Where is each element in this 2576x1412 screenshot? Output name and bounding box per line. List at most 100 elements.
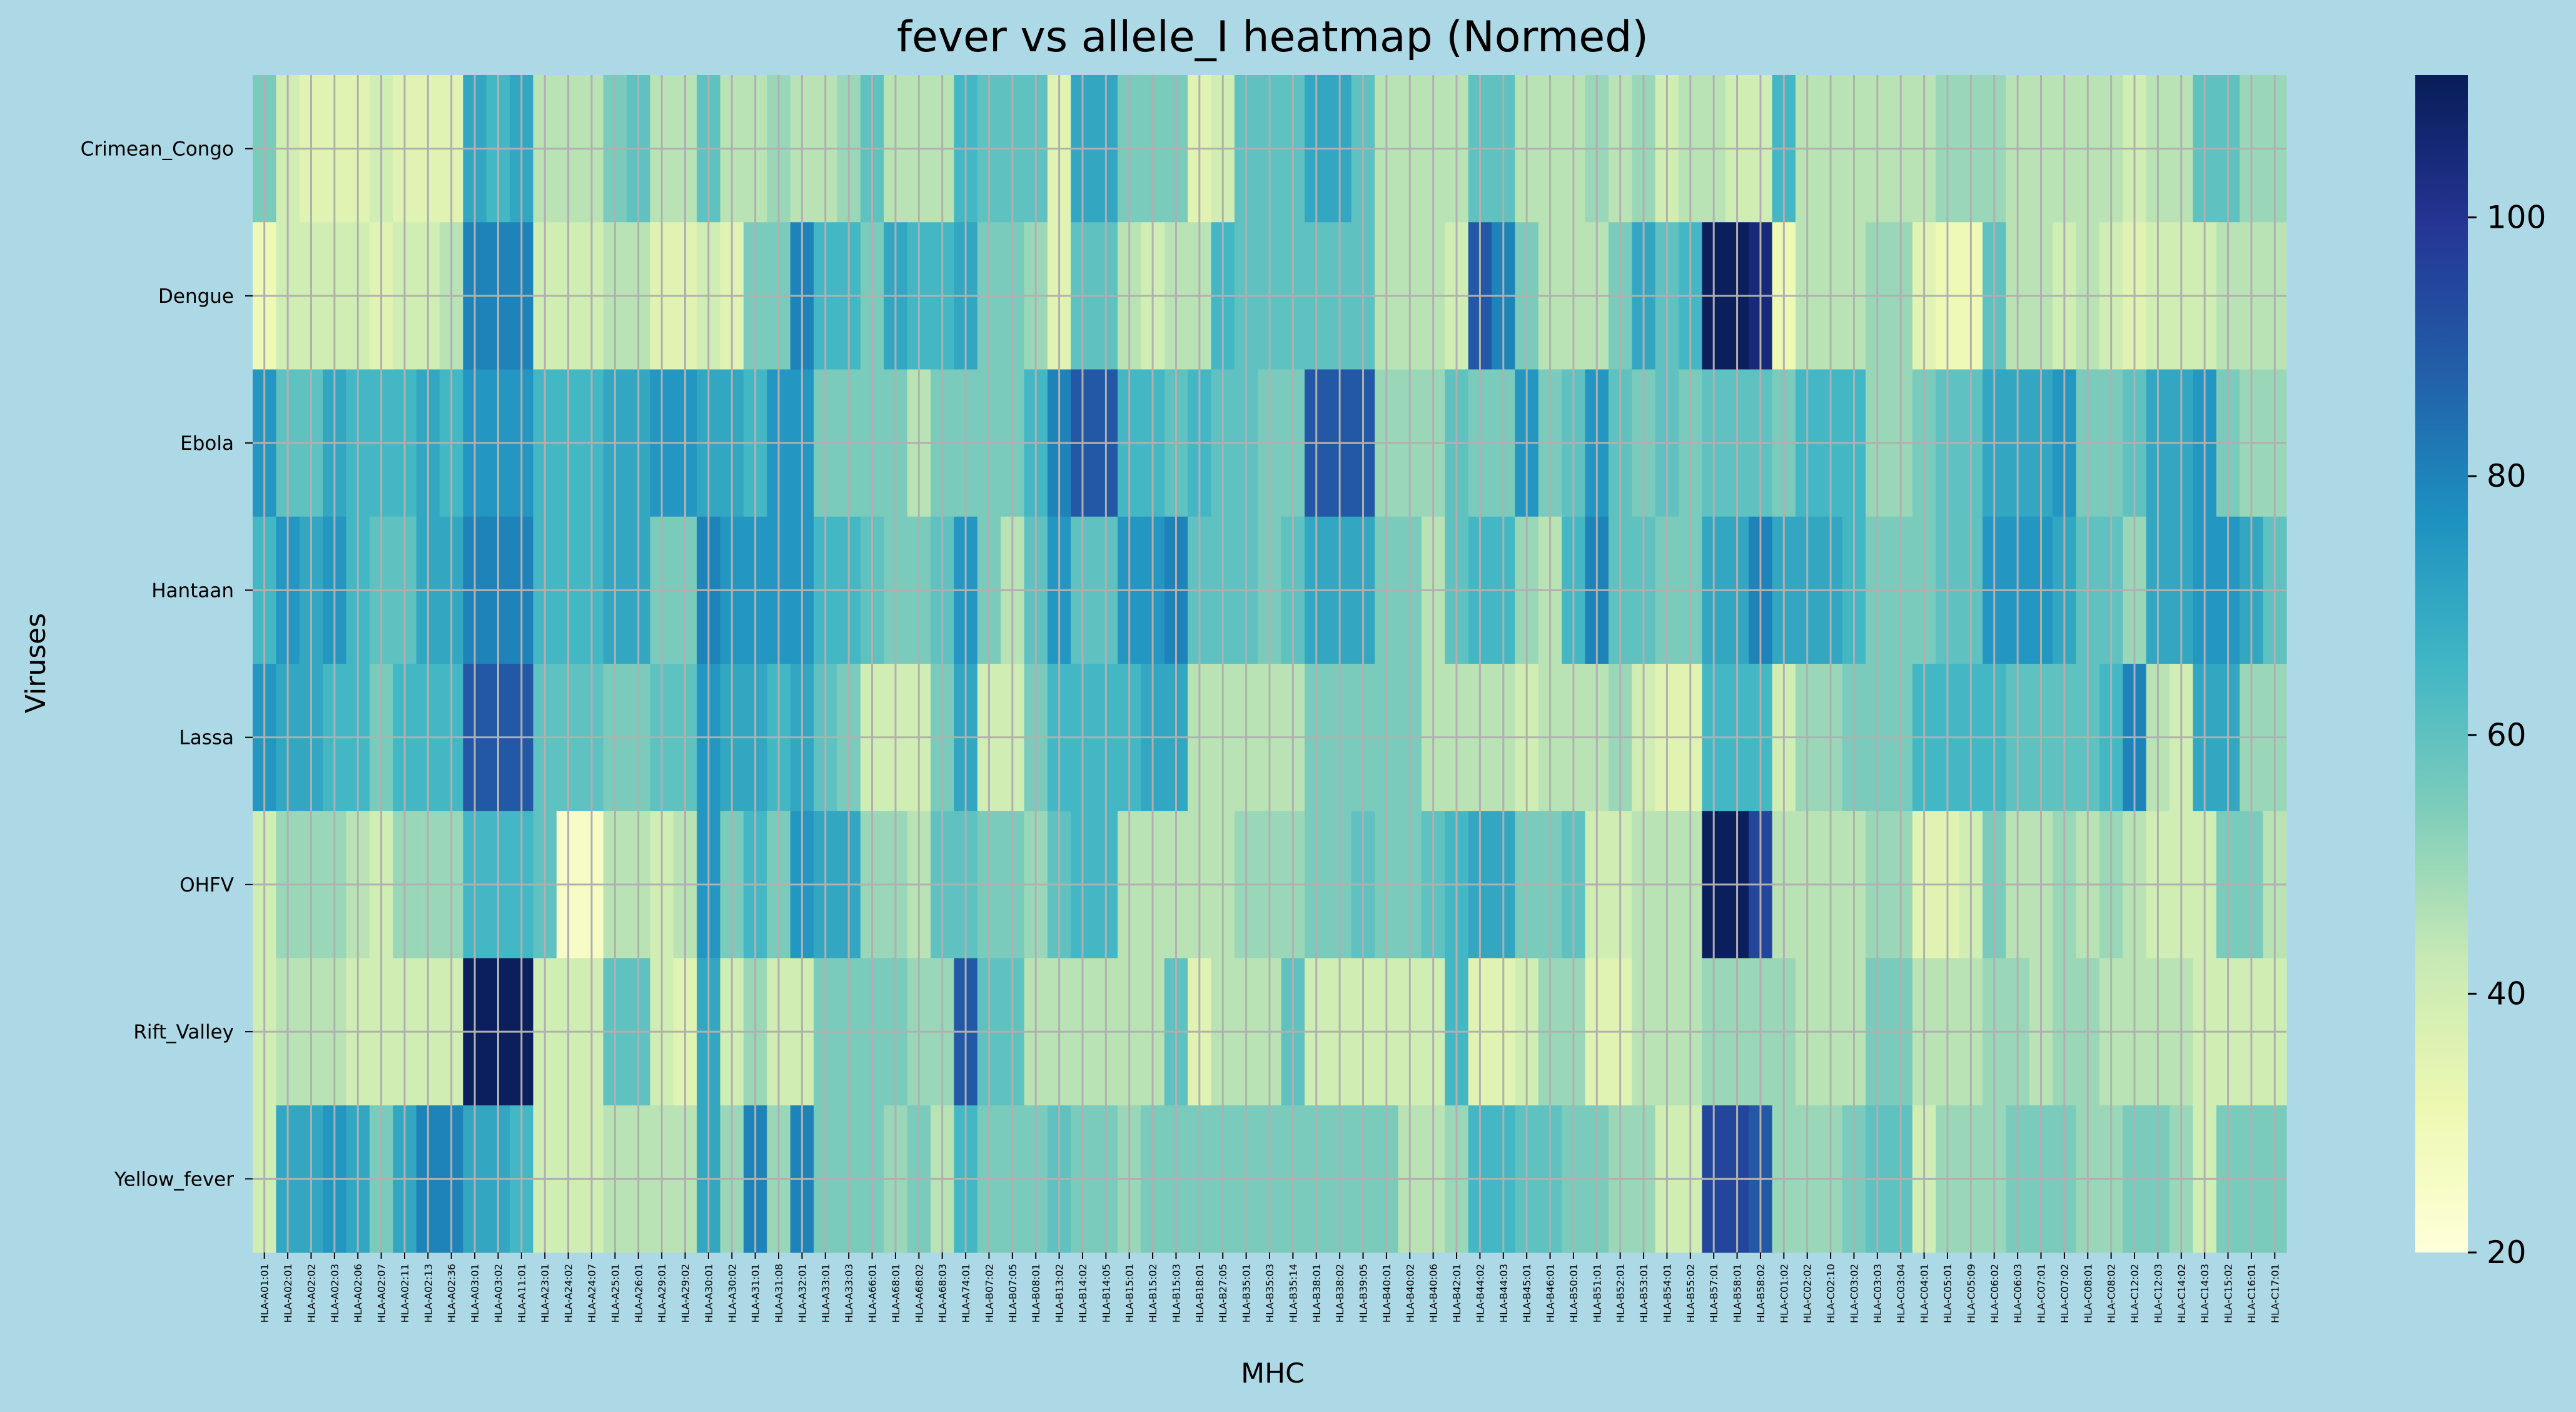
x-tick-label: HLA-B18:01 (1194, 1264, 1206, 1323)
x-tick-label: HLA-C14:02 (2176, 1264, 2188, 1323)
x-tick-label: HLA-C08:02 (2106, 1264, 2118, 1323)
x-tick-label: HLA-B07:02 (983, 1264, 995, 1323)
x-tick-label: HLA-C03:03 (1872, 1264, 1884, 1323)
x-tick-label: HLA-A30:02 (726, 1264, 738, 1323)
x-tick-label: HLA-A25:01 (609, 1264, 621, 1323)
x-tick-label: HLA-B40:06 (1428, 1264, 1440, 1323)
x-tick-label: HLA-C04:01 (1919, 1264, 1931, 1323)
x-tick-label: HLA-B15:03 (1170, 1264, 1182, 1323)
x-tick-label: HLA-B45:01 (1521, 1264, 1533, 1323)
x-tick-label: HLA-A29:01 (656, 1264, 668, 1323)
x-tick-label: HLA-A32:01 (796, 1264, 808, 1323)
y-tick-label: Rift_Valley (133, 1021, 234, 1044)
x-tick-label: HLA-B35:01 (1241, 1264, 1253, 1323)
x-tick-label: HLA-B53:01 (1638, 1264, 1650, 1323)
x-tick-label: HLA-A02:06 (352, 1264, 364, 1323)
x-tick-label: HLA-C02:02 (1802, 1264, 1814, 1323)
x-tick-label: HLA-B52:01 (1615, 1264, 1627, 1323)
x-tick-label: HLA-C14:03 (2199, 1264, 2211, 1323)
x-tick-label: HLA-B14:02 (1077, 1264, 1089, 1323)
x-tick-label: HLA-B57:01 (1708, 1264, 1720, 1323)
colorbar-tick-label: 20 (2487, 1234, 2527, 1271)
x-tick-label: HLA-B42:01 (1451, 1264, 1463, 1323)
x-tick-label: HLA-C05:09 (1965, 1264, 1977, 1323)
x-tick-label: HLA-B14:05 (1100, 1264, 1112, 1323)
x-tick-label: HLA-B38:02 (1334, 1264, 1346, 1323)
x-tick-label: HLA-A02:01 (282, 1264, 294, 1323)
x-tick-label: HLA-B46:01 (1545, 1264, 1557, 1323)
x-tick-label: HLA-A30:01 (703, 1264, 715, 1323)
x-tick-label: HLA-A31:01 (750, 1264, 762, 1323)
x-tick-label: HLA-C07:01 (2036, 1264, 2048, 1323)
x-axis-label: MHC (1241, 1358, 1305, 1389)
x-tick-label: HLA-A23:01 (539, 1264, 551, 1323)
x-tick-label: HLA-B07:05 (1007, 1264, 1019, 1323)
colorbar-tick-label: 80 (2487, 458, 2527, 494)
x-tick-label: HLA-B50:01 (1568, 1264, 1580, 1323)
y-tick-label: Crimean_Congo (81, 138, 234, 161)
x-tick-label: HLA-A29:02 (680, 1264, 692, 1323)
x-tick-label: HLA-B27:05 (1217, 1264, 1229, 1323)
x-tick-label: HLA-B44:02 (1474, 1264, 1486, 1323)
y-tick-label: Ebola (180, 432, 234, 455)
x-tick-label: HLA-A33:03 (843, 1264, 855, 1323)
x-tick-label: HLA-C06:02 (1989, 1264, 2001, 1323)
x-tick-label: HLA-A74:01 (960, 1264, 972, 1323)
x-tick-label: HLA-B58:01 (1732, 1264, 1744, 1323)
x-tick-label: HLA-B51:01 (1591, 1264, 1603, 1323)
x-tick-label: HLA-A24:02 (563, 1264, 575, 1323)
x-tick-label: HLA-C03:02 (1848, 1264, 1860, 1323)
x-tick-label: HLA-C16:01 (2246, 1264, 2258, 1323)
x-tick-label: HLA-A02:07 (376, 1264, 388, 1323)
y-tick-label: OHFV (179, 874, 234, 896)
x-tick-label: HLA-C12:03 (2152, 1264, 2164, 1323)
x-tick-label: HLA-B15:02 (1147, 1264, 1159, 1323)
x-tick-label: HLA-A02:03 (329, 1264, 341, 1323)
y-tick-labels: Crimean_Congo Dengue Ebola Hantaan Lassa OHFV… (81, 138, 253, 1191)
x-tick-label: HLA-A02:11 (399, 1264, 411, 1323)
x-tick-label: HLA-A66:01 (867, 1264, 879, 1323)
x-tick-label: HLA-C02:10 (1825, 1264, 1837, 1323)
x-tick-label: HLA-C01:02 (1778, 1264, 1790, 1323)
y-tick-label: Lassa (179, 727, 234, 749)
x-tick-labels: HLA-A01:01 HLA-A02:01 HLA-A02:02 HLA-A02:03… (259, 1252, 2281, 1323)
x-tick-label: HLA-A33:01 (820, 1264, 832, 1323)
colorbar-tick-label: 100 (2487, 199, 2546, 235)
x-tick-label: HLA-C17:01 (2269, 1264, 2281, 1323)
x-tick-label: HLA-A68:03 (937, 1264, 949, 1323)
x-tick-label: HLA-A68:02 (913, 1264, 925, 1323)
x-tick-label: HLA-C15:02 (2223, 1264, 2235, 1323)
x-tick-label: HLA-A68:01 (890, 1264, 902, 1323)
x-tick-label: HLA-A01:01 (259, 1264, 271, 1323)
chart-title: fever vs allele_I heatmap (Normed) (897, 13, 1649, 62)
y-tick-label: Dengue (158, 285, 234, 308)
x-tick-label: HLA-C05:01 (1942, 1264, 1954, 1323)
x-tick-label: HLA-C12:02 (2129, 1264, 2141, 1323)
y-tick-label: Hantaan (151, 579, 234, 602)
x-tick-label: HLA-A11:01 (516, 1264, 528, 1323)
x-tick-label: HLA-C03:04 (1895, 1264, 1907, 1323)
x-tick-label: HLA-A02:02 (305, 1264, 317, 1323)
y-axis-label: Viruses (20, 613, 52, 713)
x-tick-label: HLA-B13:02 (1054, 1264, 1066, 1323)
x-tick-label: HLA-B35:03 (1264, 1264, 1276, 1323)
colorbar-tick-label: 60 (2487, 717, 2527, 753)
x-tick-label: HLA-C06:03 (2012, 1264, 2024, 1323)
x-tick-label: HLA-A24:07 (586, 1264, 598, 1323)
x-tick-label: HLA-B35:14 (1287, 1264, 1299, 1323)
x-tick-label: HLA-B54:01 (1661, 1264, 1673, 1323)
x-tick-label: HLA-B58:02 (1755, 1264, 1767, 1323)
x-tick-label: HLA-B08:01 (1030, 1264, 1042, 1323)
x-tick-label: HLA-A31:08 (773, 1264, 785, 1323)
x-tick-label: HLA-B55:02 (1685, 1264, 1697, 1323)
x-tick-label: HLA-B38:01 (1311, 1264, 1323, 1323)
x-tick-label: HLA-B15:01 (1124, 1264, 1136, 1323)
x-tick-label: HLA-B40:01 (1381, 1264, 1393, 1323)
heatmap-grid (253, 75, 2286, 1252)
x-tick-label: HLA-B44:03 (1498, 1264, 1510, 1323)
x-tick-label: HLA-C08:01 (2082, 1264, 2094, 1323)
x-tick-label: HLA-A02:36 (446, 1264, 458, 1323)
x-tick-label: HLA-B40:02 (1404, 1264, 1416, 1323)
x-tick-label: HLA-B39:05 (1358, 1264, 1370, 1323)
